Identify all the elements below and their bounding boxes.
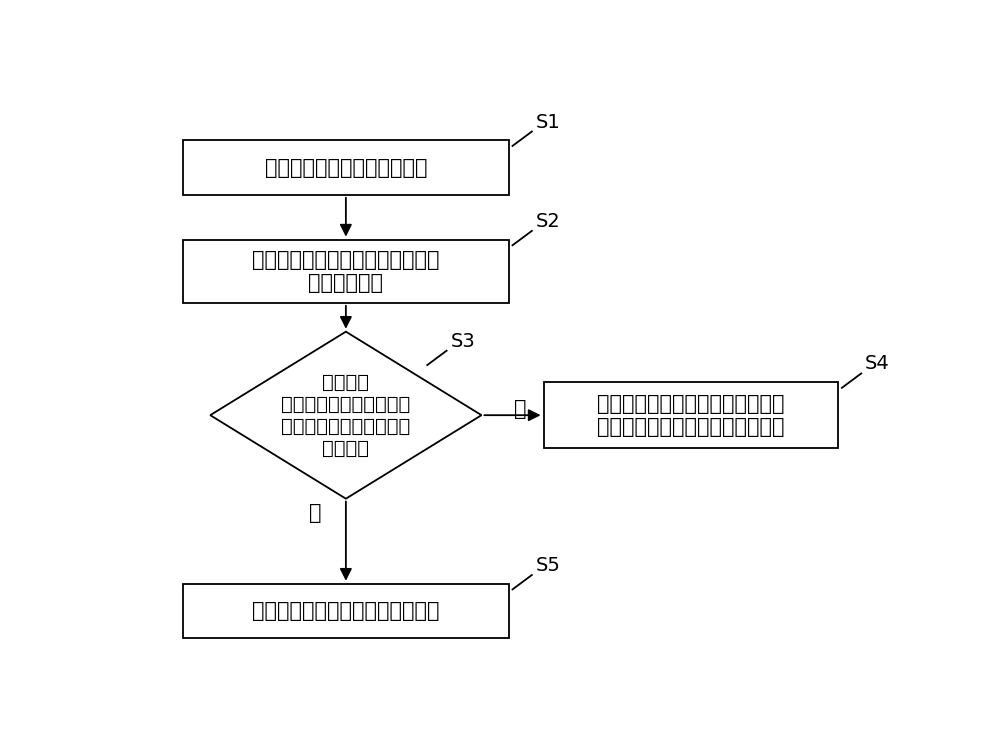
- FancyBboxPatch shape: [183, 583, 509, 638]
- FancyBboxPatch shape: [183, 140, 509, 195]
- Text: 实时监控源服务器的指定目录: 实时监控源服务器的指定目录: [265, 158, 427, 177]
- Text: 当指定目录中的第一文件更新后，
获取更新数据: 当指定目录中的第一文件更新后， 获取更新数据: [252, 250, 440, 292]
- Text: S3: S3: [450, 331, 475, 351]
- Text: 将更新数据跨网传输到目标服务器: 将更新数据跨网传输到目标服务器: [252, 601, 440, 621]
- Text: S4: S4: [865, 355, 890, 373]
- FancyBboxPatch shape: [183, 239, 509, 303]
- Text: 基于更新
数据确定是否需要传输源
文件，源文件为更新后的
第一文件: 基于更新 数据确定是否需要传输源 文件，源文件为更新后的 第一文件: [281, 373, 411, 458]
- Text: 否: 否: [309, 503, 321, 523]
- Text: 是: 是: [514, 399, 526, 420]
- Text: 从源服务器获取源文件，将源文件
和更新数据跨网传输到目标服务器: 从源服务器获取源文件，将源文件 和更新数据跨网传输到目标服务器: [597, 393, 784, 437]
- FancyBboxPatch shape: [544, 382, 838, 448]
- Text: S5: S5: [536, 556, 561, 575]
- Text: S1: S1: [536, 112, 560, 132]
- Text: S2: S2: [536, 212, 560, 231]
- Polygon shape: [210, 331, 482, 499]
